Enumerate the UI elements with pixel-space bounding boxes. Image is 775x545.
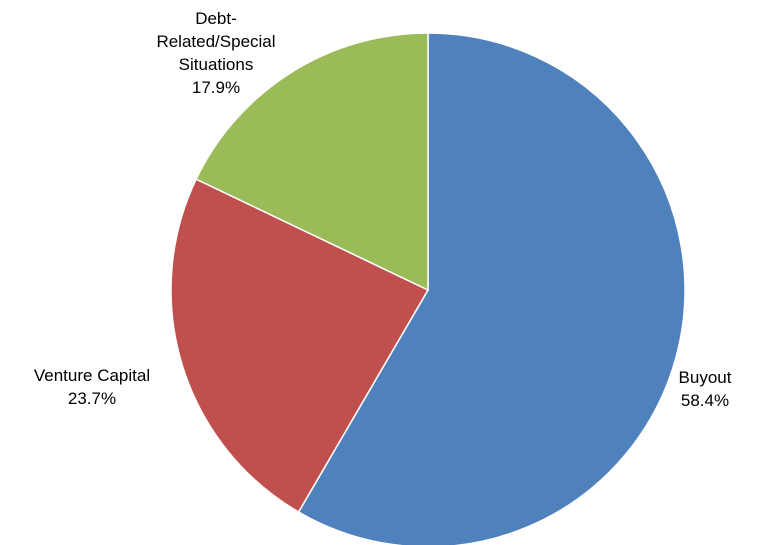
percent-label: 58.4% — [681, 391, 729, 410]
data-label-debt-related-special-situations: Debt- Related/Special Situations 17.9% — [156, 9, 275, 97]
category-label-line: Buyout — [679, 368, 732, 387]
pie-slices — [170, 32, 686, 545]
data-label-buyout: Buyout 58.4% — [679, 368, 732, 410]
percent-label: 17.9% — [192, 78, 240, 97]
data-label-venture-capital: Venture Capital 23.7% — [34, 366, 150, 408]
pie-data-labels: Buyout 58.4% Venture Capital 23.7% Debt- Rela… — [34, 9, 732, 410]
category-label-line: Venture Capital — [34, 366, 150, 385]
category-label-line: Situations — [179, 55, 254, 74]
pie-slice-venture-capital — [170, 178, 430, 514]
category-label-line: Debt- — [195, 9, 237, 28]
category-label-line: Related/Special — [156, 32, 275, 51]
pie-slice-debt-related-special-situations — [195, 32, 429, 292]
percent-label: 23.7% — [68, 389, 116, 408]
pie-slice-buyout — [297, 32, 686, 545]
